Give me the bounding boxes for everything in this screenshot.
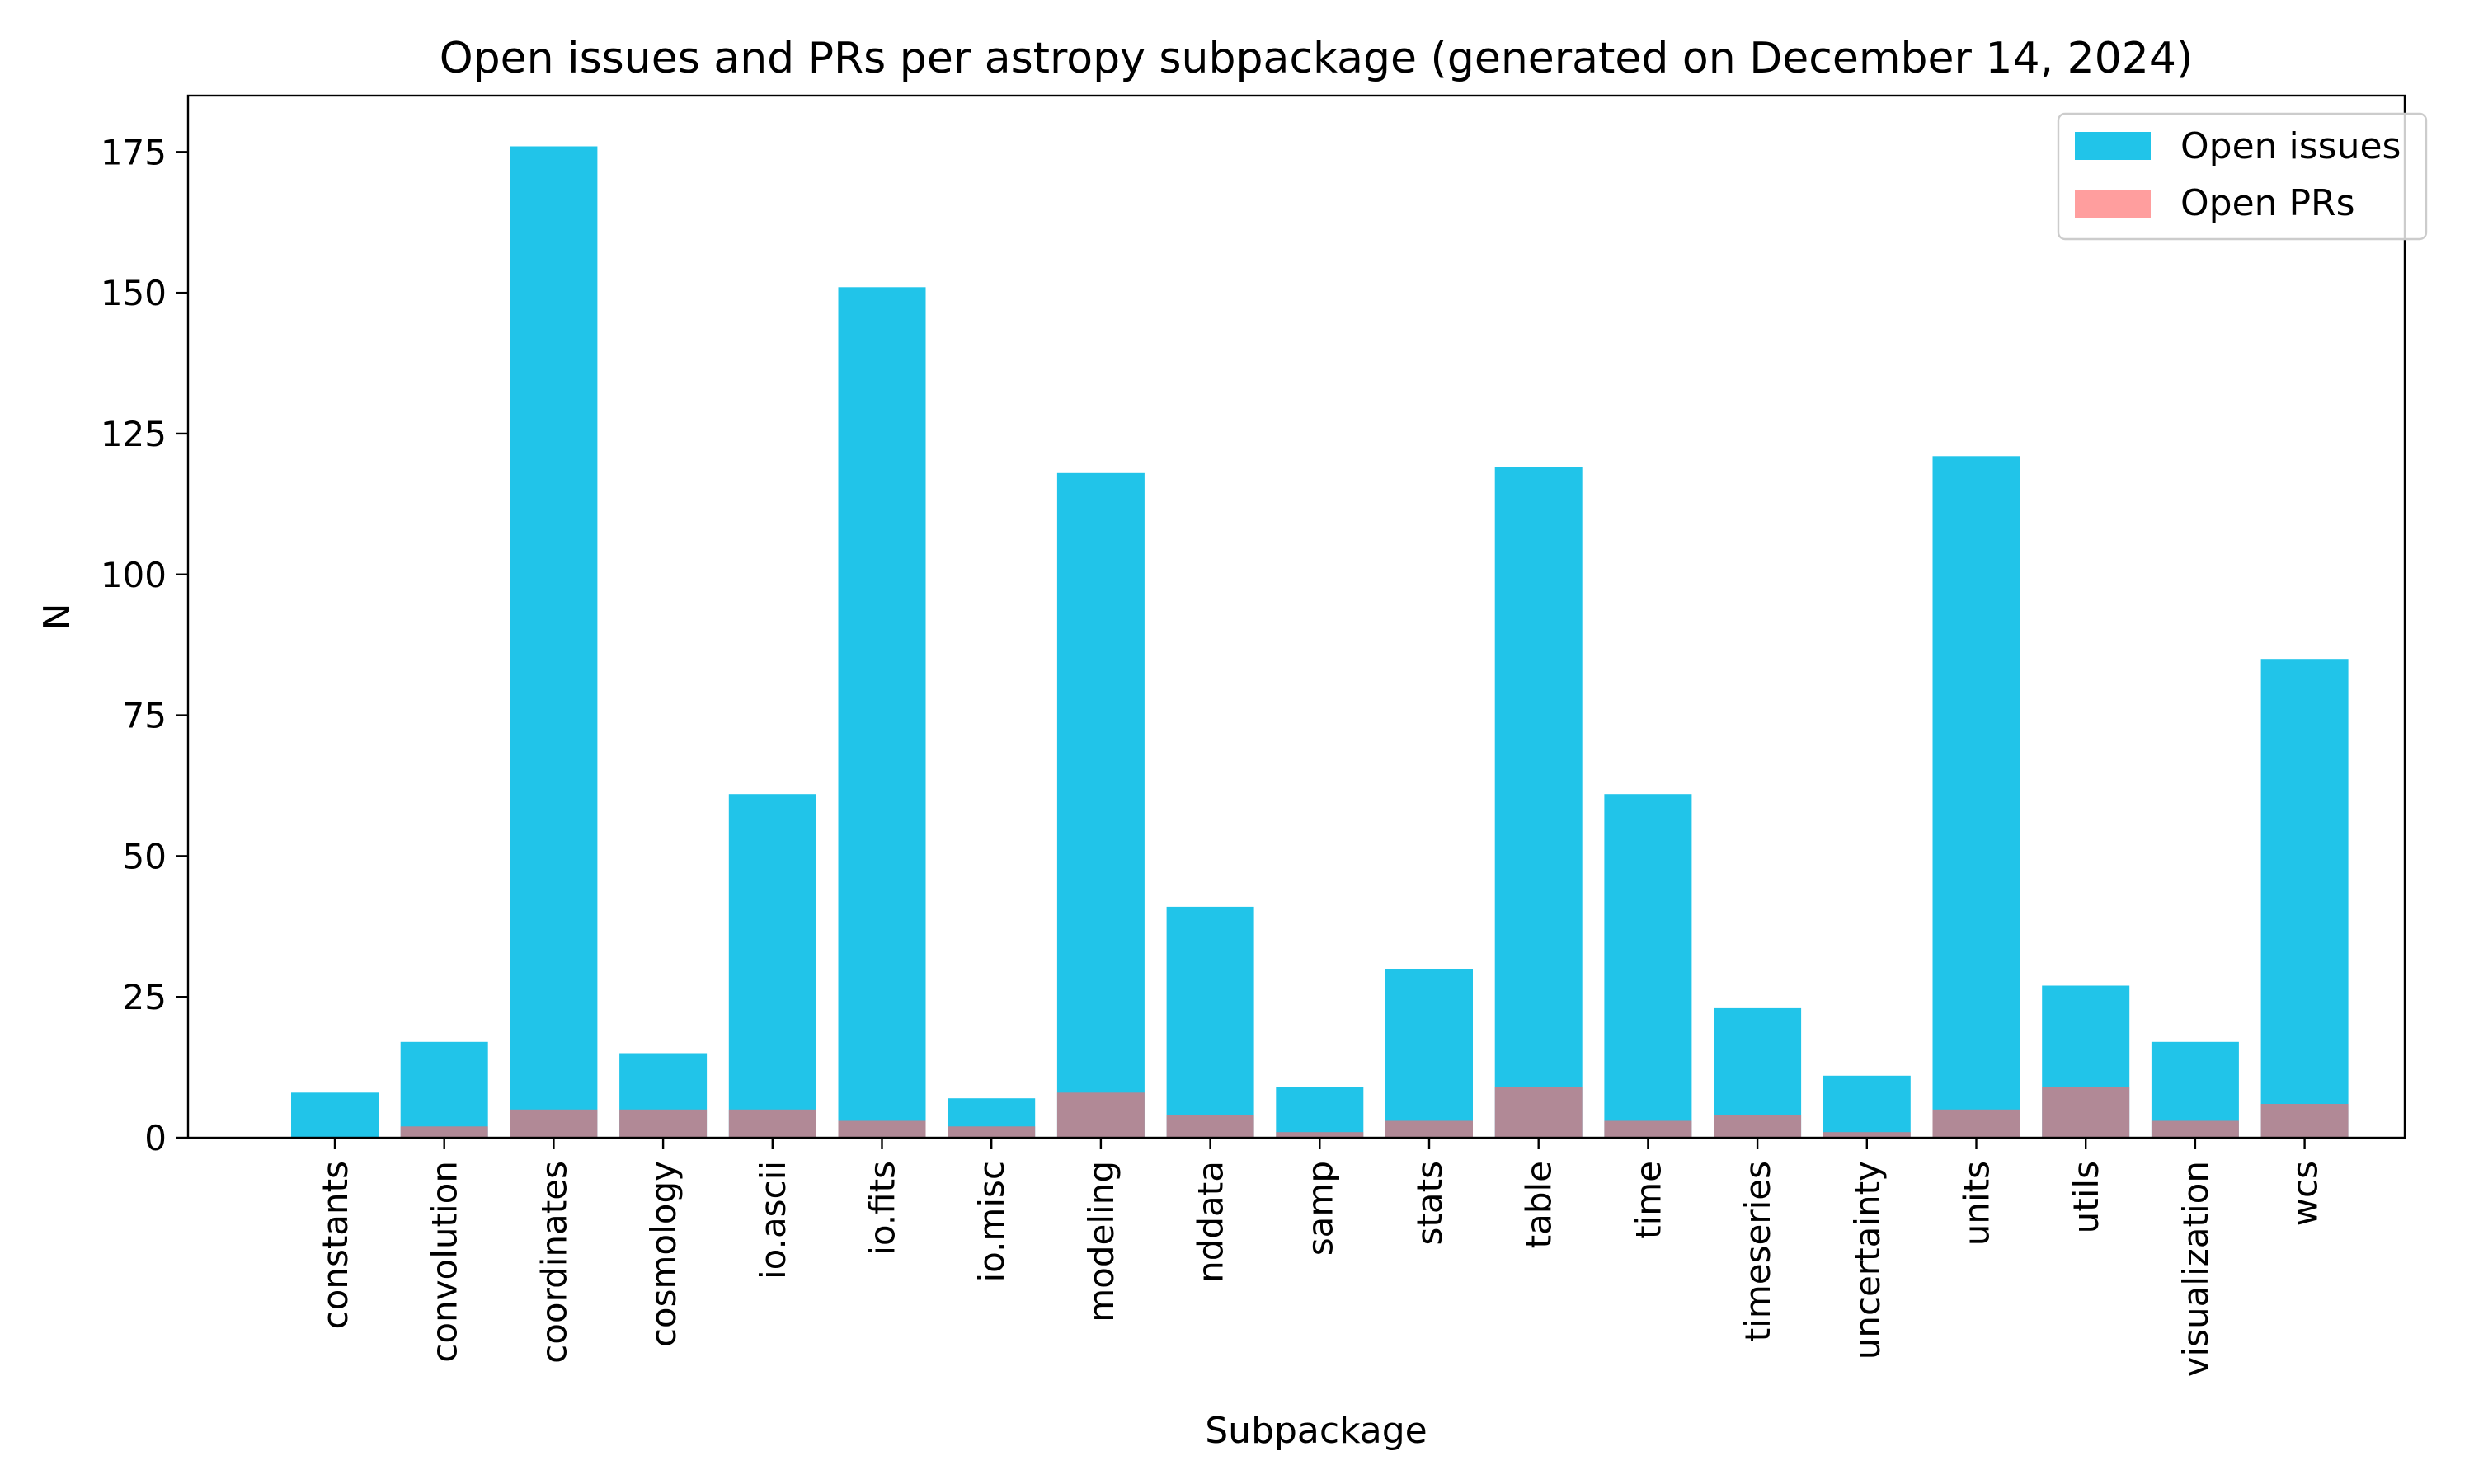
x-tick-label-io-ascii: io.ascii xyxy=(753,1161,793,1280)
x-tick-label-convolution: convolution xyxy=(425,1161,465,1363)
bar-open-issues-wcs xyxy=(2260,659,2349,1138)
x-tick-label-utils: utils xyxy=(2066,1161,2106,1233)
y-tick-label: 25 xyxy=(123,977,167,1017)
bar-open-prs-stats xyxy=(1385,1120,1473,1138)
x-tick-label-constants: constants xyxy=(315,1161,355,1329)
bar-open-issues-convolution xyxy=(400,1041,488,1138)
bar-open-prs-visualization xyxy=(2151,1120,2239,1138)
legend-label-open-issues: Open issues xyxy=(2180,125,2401,167)
y-tick-label: 50 xyxy=(123,836,167,876)
y-tick-label: 175 xyxy=(101,132,167,172)
bar-open-issues-uncertainty xyxy=(1823,1075,1911,1138)
bar-open-issues-time xyxy=(1604,794,1692,1138)
y-axis-label: N xyxy=(36,603,78,631)
legend-swatch-open-prs xyxy=(2075,190,2151,218)
bar-open-prs-convolution xyxy=(400,1126,488,1138)
bar-open-issues-modeling xyxy=(1056,472,1145,1138)
bar-open-prs-nddata xyxy=(1166,1115,1254,1138)
x-tick-label-stats: stats xyxy=(1409,1161,1450,1245)
x-tick-label-units: units xyxy=(1957,1161,1997,1246)
y-tick-label: 75 xyxy=(123,696,167,736)
bar-open-issues-table xyxy=(1494,467,1583,1138)
x-tick-label-io-fits: io.fits xyxy=(863,1161,903,1256)
x-tick-label-io-misc: io.misc xyxy=(971,1161,1012,1283)
bar-open-prs-cosmology xyxy=(619,1109,708,1138)
x-tick-label-time: time xyxy=(1628,1161,1668,1239)
x-tick-label-timeseries: timeseries xyxy=(1738,1161,1778,1341)
x-tick-label-samp: samp xyxy=(1300,1161,1340,1256)
bar-open-issues-coordinates xyxy=(510,146,598,1138)
y-tick-label: 150 xyxy=(101,273,167,313)
bar-open-prs-samp xyxy=(1276,1132,1364,1138)
bar-open-prs-coordinates xyxy=(510,1109,598,1138)
x-tick-label-modeling: modeling xyxy=(1081,1161,1122,1322)
bar-open-issues-samp xyxy=(1276,1087,1364,1138)
x-tick-label-uncertainty: uncertainty xyxy=(1847,1161,1888,1360)
bar-open-issues-io-ascii xyxy=(728,794,816,1138)
bar-open-prs-utils xyxy=(2042,1087,2130,1138)
bar-open-issues-nddata xyxy=(1166,906,1254,1138)
chart-title: Open issues and PRs per astropy subpacka… xyxy=(440,34,2194,83)
x-tick-label-visualization: visualization xyxy=(2175,1161,2216,1377)
x-tick-label-wcs: wcs xyxy=(2285,1161,2326,1226)
bar-open-issues-units xyxy=(1932,456,2020,1138)
bar-open-prs-units xyxy=(1932,1109,2020,1138)
y-tick-label: 100 xyxy=(101,555,167,595)
bar-open-issues-constants xyxy=(291,1092,379,1138)
y-tick-label: 125 xyxy=(101,414,167,454)
bar-open-prs-uncertainty xyxy=(1823,1132,1911,1138)
x-tick-label-nddata: nddata xyxy=(1191,1161,1231,1283)
x-tick-label-table: table xyxy=(1519,1161,1559,1248)
bars-layer xyxy=(291,146,2349,1138)
legend: Open issues Open PRs xyxy=(2057,112,2428,241)
x-axis-label: Subpackage xyxy=(1205,1410,1427,1452)
bar-open-issues-io-fits xyxy=(838,287,926,1138)
bar-open-prs-modeling xyxy=(1056,1092,1145,1138)
legend-label-open-prs: Open PRs xyxy=(2180,182,2355,224)
bar-open-prs-time xyxy=(1604,1120,1692,1138)
x-tick-label-coordinates: coordinates xyxy=(534,1161,574,1364)
legend-swatch-open-issues xyxy=(2075,132,2151,160)
y-tick-label: 0 xyxy=(144,1118,167,1158)
y-axis: 0 25 50 75 100 125 150 175 xyxy=(101,132,188,1158)
bar-open-prs-io-ascii xyxy=(728,1109,816,1138)
bar-open-prs-io-fits xyxy=(838,1120,926,1138)
x-axis: constants convolution coordinates cosmology… xyxy=(315,1138,2326,1377)
bar-open-prs-timeseries xyxy=(1714,1115,1802,1138)
plot-frame xyxy=(186,94,2406,1139)
bar-open-prs-wcs xyxy=(2260,1104,2349,1138)
bar-open-prs-table xyxy=(1494,1087,1583,1138)
bar-open-issues-stats xyxy=(1385,969,1473,1138)
x-tick-label-cosmology: cosmology xyxy=(643,1161,684,1347)
bar-open-prs-io-misc xyxy=(948,1126,1036,1138)
